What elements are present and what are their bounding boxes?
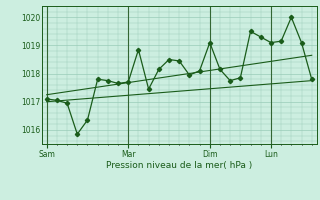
X-axis label: Pression niveau de la mer( hPa ): Pression niveau de la mer( hPa ): [106, 161, 252, 170]
